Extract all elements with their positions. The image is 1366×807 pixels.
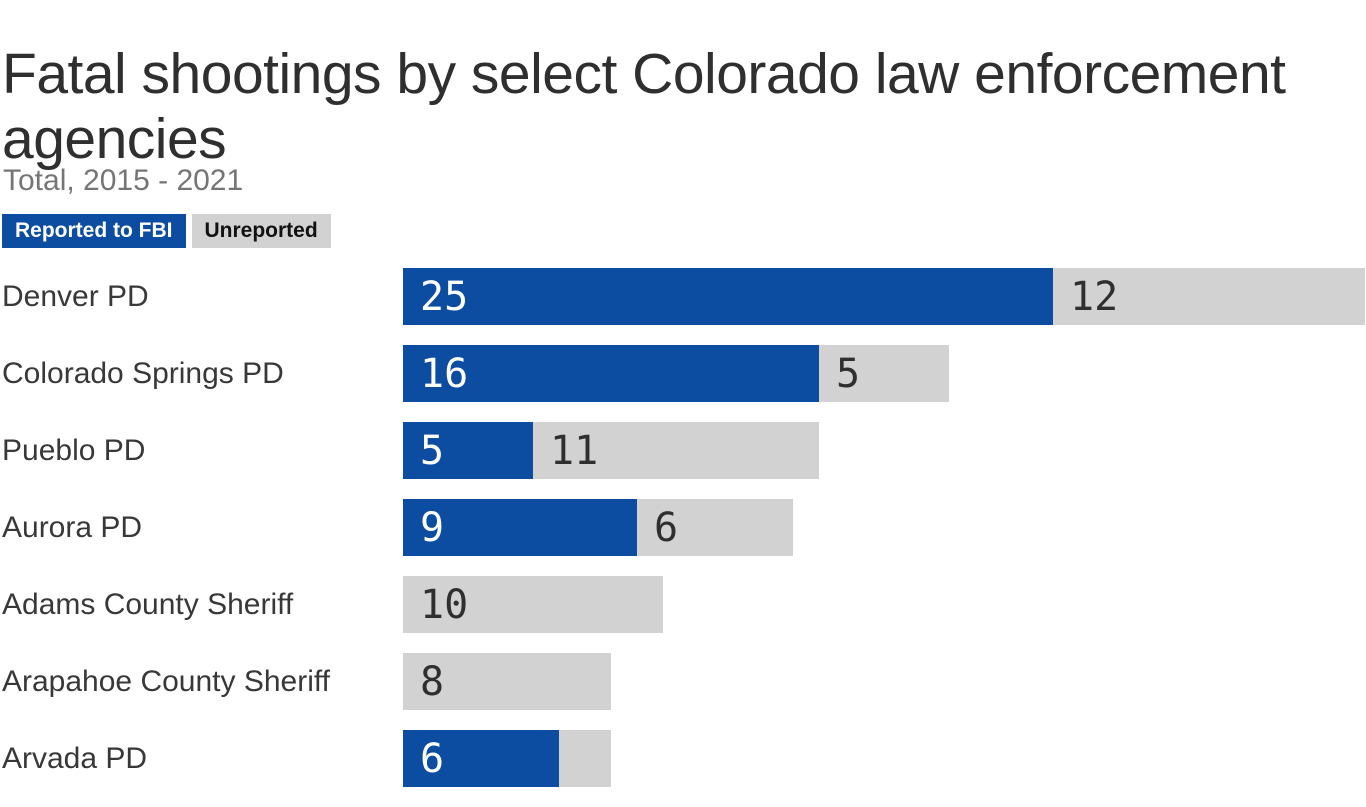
chart-row: Pueblo PD 5 11 xyxy=(2,422,1366,479)
chart-card: Fatal shootings by select Colorado law e… xyxy=(2,42,1365,787)
legend: Reported to FBI Unreported xyxy=(2,214,331,248)
bar-value-label: 9 xyxy=(420,504,445,551)
bar-segments: 5 11 xyxy=(403,422,819,479)
bar-segments: 16 5 xyxy=(403,345,949,402)
bar-segment-reported[interactable]: 6 xyxy=(403,730,559,787)
bar-segment-unreported[interactable]: 6 xyxy=(637,499,793,556)
bar-value-label: 16 xyxy=(420,350,469,397)
bar-segment-unreported[interactable]: 10 xyxy=(403,576,663,633)
category-label: Adams County Sheriff xyxy=(2,587,294,621)
chart: Denver PD 25 12 Colorado Springs PD 16 5 Puebl… xyxy=(2,268,1366,807)
bar-segment-unreported[interactable] xyxy=(559,730,611,787)
bar-segments: 25 12 xyxy=(403,268,1365,325)
chart-row: Arapahoe County Sheriff 8 xyxy=(2,653,1366,710)
bar-segment-unreported[interactable]: 11 xyxy=(533,422,819,479)
bar-value-label: 10 xyxy=(420,581,469,628)
bar-value-label: 6 xyxy=(654,504,679,551)
bar-segments: 6 xyxy=(403,730,611,787)
category-label: Pueblo PD xyxy=(2,433,146,467)
chart-subtitle: Total, 2015 - 2021 xyxy=(3,164,244,197)
bar-segment-unreported[interactable]: 5 xyxy=(819,345,949,402)
category-label: Arapahoe County Sheriff xyxy=(2,664,330,698)
chart-row: Colorado Springs PD 16 5 xyxy=(2,345,1366,402)
chart-row: Adams County Sheriff 10 xyxy=(2,576,1366,633)
bar-value-label: 8 xyxy=(420,658,445,705)
chart-row: Aurora PD 9 6 xyxy=(2,499,1366,556)
bar-value-label: 25 xyxy=(420,273,469,320)
legend-pill-reported[interactable]: Reported to FBI xyxy=(2,214,186,248)
bar-segment-reported[interactable]: 16 xyxy=(403,345,819,402)
category-label: Aurora PD xyxy=(2,510,143,544)
bar-value-label: 6 xyxy=(420,735,445,782)
chart-row: Denver PD 25 12 xyxy=(2,268,1366,325)
bar-segment-unreported[interactable]: 12 xyxy=(1053,268,1365,325)
bar-segment-reported[interactable]: 9 xyxy=(403,499,637,556)
category-label: Arvada PD xyxy=(2,741,148,775)
bar-segments: 8 xyxy=(403,653,611,710)
legend-pill-unreported[interactable]: Unreported xyxy=(191,214,331,248)
bar-segments: 10 xyxy=(403,576,663,633)
bar-value-label: 12 xyxy=(1070,273,1119,320)
bar-value-label: 5 xyxy=(420,427,445,474)
bar-segment-reported[interactable]: 5 xyxy=(403,422,533,479)
chart-title: Fatal shootings by select Colorado law e… xyxy=(2,42,1286,172)
chart-row: Arvada PD 6 xyxy=(2,730,1366,787)
bar-segment-unreported[interactable]: 8 xyxy=(403,653,611,710)
bar-value-label: 11 xyxy=(550,427,599,474)
bar-segment-reported[interactable]: 25 xyxy=(403,268,1053,325)
bar-value-label: 5 xyxy=(836,350,861,397)
category-label: Colorado Springs PD xyxy=(2,356,284,390)
category-label: Denver PD xyxy=(2,279,149,313)
